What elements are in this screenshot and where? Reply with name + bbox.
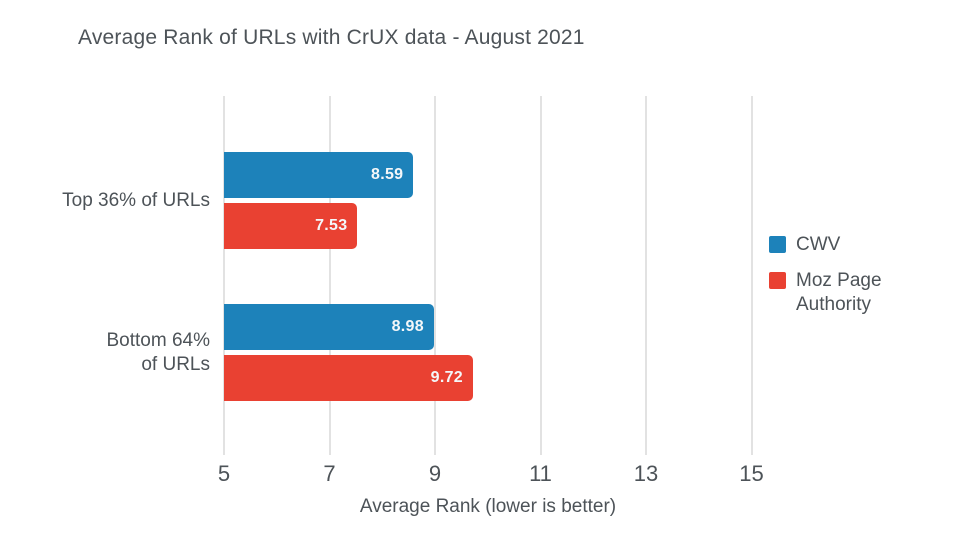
x-tick-label: 5 (217, 461, 231, 486)
gridline (539, 96, 542, 455)
legend-item: Moz Page Authority (769, 269, 911, 317)
x-tick-label: 7 (323, 461, 336, 486)
x-tick-label: 13 (633, 461, 659, 486)
gridline (645, 96, 647, 455)
bar-value-label: 9.72 (430, 369, 463, 386)
legend-item: CWV (769, 233, 911, 257)
legend: CWV Moz Page Authority (769, 233, 911, 329)
x-tick-label: 15 (739, 461, 764, 486)
bar-moz-page-authority (224, 203, 358, 249)
legend-label: CWV (796, 234, 841, 255)
bar-cwv (224, 304, 434, 350)
gridline (434, 96, 436, 455)
bar-value-label: 8.59 (371, 166, 404, 183)
chart-title: Average Rank of URLs with CrUX data - Au… (78, 26, 585, 49)
bar-cwv (224, 152, 414, 198)
bar-value-label: 8.98 (391, 318, 424, 335)
gridline (750, 96, 753, 455)
bar-value-label: 7.53 (315, 217, 348, 234)
x-axis-title: Average Rank (lower is better) (359, 496, 617, 517)
category-label-line: Bottom 64% (106, 329, 211, 351)
category-label: Top 36% of URLs (60, 189, 210, 213)
bar-moz-page-authority (224, 355, 473, 401)
gridline (328, 96, 331, 455)
category-label-line: Top 36% of URLs (62, 189, 210, 211)
x-tick-label: 9 (428, 461, 442, 486)
x-tick-label: 11 (529, 461, 552, 486)
legend-swatch (769, 272, 786, 289)
legend-label: Moz Page Authority (796, 270, 882, 315)
legend-swatch (769, 236, 786, 253)
category-label: Bottom 64% of URLs (60, 329, 211, 377)
gridline (223, 96, 225, 455)
category-label-line: of URLs (141, 353, 210, 375)
